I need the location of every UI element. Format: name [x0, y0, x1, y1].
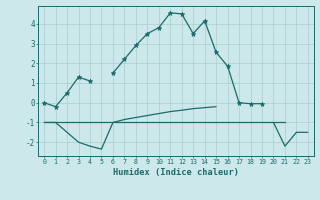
X-axis label: Humidex (Indice chaleur): Humidex (Indice chaleur): [113, 168, 239, 177]
